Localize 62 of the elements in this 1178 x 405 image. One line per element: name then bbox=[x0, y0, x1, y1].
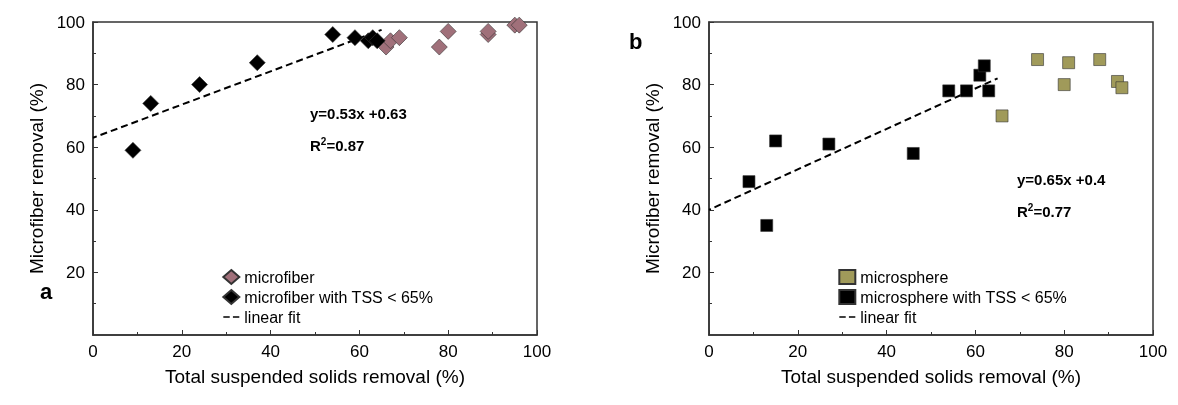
annotation: y=0.65x +0.4 bbox=[1017, 171, 1107, 188]
point bbox=[142, 95, 160, 112]
y-tick-label: 60 bbox=[682, 137, 701, 157]
x-tick-label: 20 bbox=[788, 342, 808, 361]
x-tick-label: 40 bbox=[877, 342, 897, 361]
x-axis-title: Total suspended solids removal (%) bbox=[165, 366, 465, 387]
point bbox=[368, 32, 386, 50]
point bbox=[324, 26, 342, 43]
point bbox=[439, 23, 457, 40]
point bbox=[391, 29, 408, 46]
point bbox=[906, 147, 920, 160]
point bbox=[982, 84, 996, 98]
legend-label: microsphere bbox=[860, 268, 949, 286]
y-tick-label: 20 bbox=[682, 262, 701, 282]
point bbox=[977, 59, 991, 73]
point bbox=[760, 219, 774, 232]
annotation: y=0.53x +0.63 bbox=[310, 105, 407, 122]
y-tick-label: 40 bbox=[66, 200, 85, 220]
y-axis-title: Microfiber removal (%) bbox=[25, 82, 47, 275]
point bbox=[960, 84, 973, 98]
x-axis-title: Total suspended solids removal (%) bbox=[781, 366, 1081, 387]
x-tick-label: 60 bbox=[965, 342, 985, 361]
y-tick-label: 100 bbox=[672, 12, 701, 32]
x-tick-label: 100 bbox=[522, 342, 552, 361]
y-tick-label: 100 bbox=[56, 12, 85, 32]
point bbox=[1031, 53, 1044, 66]
legend-label: microfiber with TSS < 65% bbox=[244, 288, 433, 306]
y-axis-title: Microfiber removal (%) bbox=[641, 82, 663, 275]
x-tick-label: 100 bbox=[1138, 342, 1168, 361]
point bbox=[191, 76, 208, 93]
point bbox=[1115, 81, 1129, 95]
x-tick-label: 20 bbox=[172, 342, 192, 361]
legend-label: linear fit bbox=[860, 308, 917, 326]
point bbox=[942, 84, 956, 98]
point bbox=[769, 134, 782, 148]
x-tick-label: 0 bbox=[704, 342, 714, 361]
y-tick-label: 40 bbox=[682, 200, 701, 220]
point bbox=[995, 109, 1009, 123]
x-tick-label: 40 bbox=[261, 342, 281, 361]
point bbox=[124, 142, 142, 159]
y-tick-label: 80 bbox=[682, 75, 701, 95]
point bbox=[1093, 53, 1107, 66]
x-tick-label: 80 bbox=[1054, 342, 1074, 361]
point bbox=[431, 38, 448, 56]
x-tick-label: 60 bbox=[349, 342, 369, 361]
point bbox=[1062, 56, 1075, 69]
y-tick-label: 80 bbox=[66, 75, 85, 95]
point bbox=[510, 16, 528, 34]
legend-label: microsphere with TSS < 65% bbox=[860, 288, 1067, 306]
point bbox=[1057, 78, 1071, 91]
point bbox=[346, 29, 364, 46]
x-tick-label: 0 bbox=[88, 342, 98, 361]
y-tick-label: 60 bbox=[66, 137, 85, 157]
point bbox=[248, 54, 266, 71]
x-tick-label: 80 bbox=[438, 342, 458, 361]
legend-label: microfiber bbox=[244, 268, 316, 286]
point bbox=[822, 137, 836, 151]
y-tick-label: 20 bbox=[66, 262, 85, 282]
legend-label: linear fit bbox=[244, 308, 301, 326]
point bbox=[742, 175, 756, 188]
text: b bbox=[629, 28, 643, 54]
text: a bbox=[40, 278, 53, 304]
